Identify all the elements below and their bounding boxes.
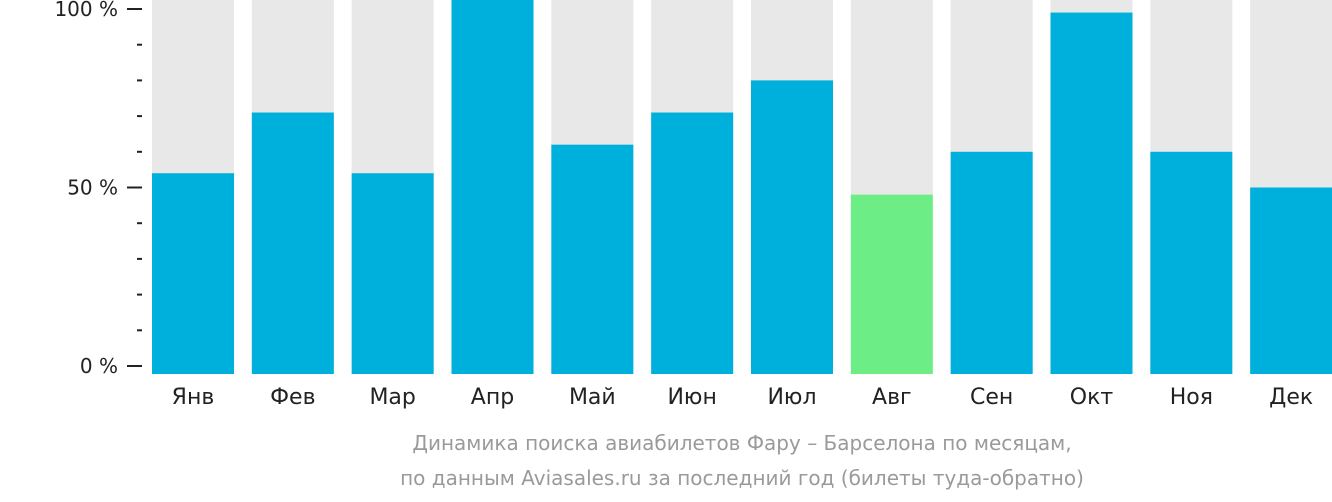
- chart-caption-line-1: Динамика поиска авиабилетов Фару – Барсе…: [412, 431, 1072, 455]
- bar-4[interactable]: [451, 0, 534, 374]
- x-tick-label: Июл: [767, 385, 816, 410]
- bar-2[interactable]: [251, 112, 334, 374]
- bar-3[interactable]: [351, 173, 434, 374]
- x-tick-label: Апр: [471, 385, 514, 410]
- x-tick-label: Авг: [872, 385, 912, 410]
- bar-11[interactable]: [1150, 151, 1233, 374]
- x-tick-label: Сен: [970, 385, 1013, 410]
- x-tick-label: Янв: [172, 385, 215, 410]
- bar-10[interactable]: [1050, 12, 1133, 374]
- x-tick-label: Июн: [667, 385, 716, 410]
- bar-12[interactable]: [1250, 187, 1332, 375]
- bar-8[interactable]: [850, 194, 933, 374]
- bar-6[interactable]: [651, 112, 734, 374]
- bar-5[interactable]: [551, 144, 634, 374]
- bar-1[interactable]: [152, 173, 234, 374]
- y-tick-label: 100 %: [54, 0, 118, 21]
- y-tick-label: 50 %: [67, 176, 118, 200]
- x-axis: Янв Фев Мар Апр Май Июн Июл Авг Сен Окт Ноя Дек: [172, 385, 1313, 410]
- x-tick-label: Май: [569, 385, 616, 410]
- bar-9[interactable]: [950, 151, 1033, 374]
- x-tick-label: Ноя: [1170, 385, 1213, 410]
- x-tick-label: Фев: [270, 385, 315, 410]
- y-tick-label: 0 %: [80, 354, 118, 378]
- x-tick-label: Мар: [369, 385, 415, 410]
- bar-7[interactable]: [751, 80, 833, 375]
- chart-caption-line-2: по данным Aviasales.ru за последний год …: [400, 466, 1084, 490]
- data-bars: [152, 0, 1332, 375]
- y-axis: 0 % 50 % 100 %: [54, 0, 142, 378]
- x-tick-label: Окт: [1070, 385, 1114, 410]
- x-tick-label: Дек: [1269, 385, 1313, 410]
